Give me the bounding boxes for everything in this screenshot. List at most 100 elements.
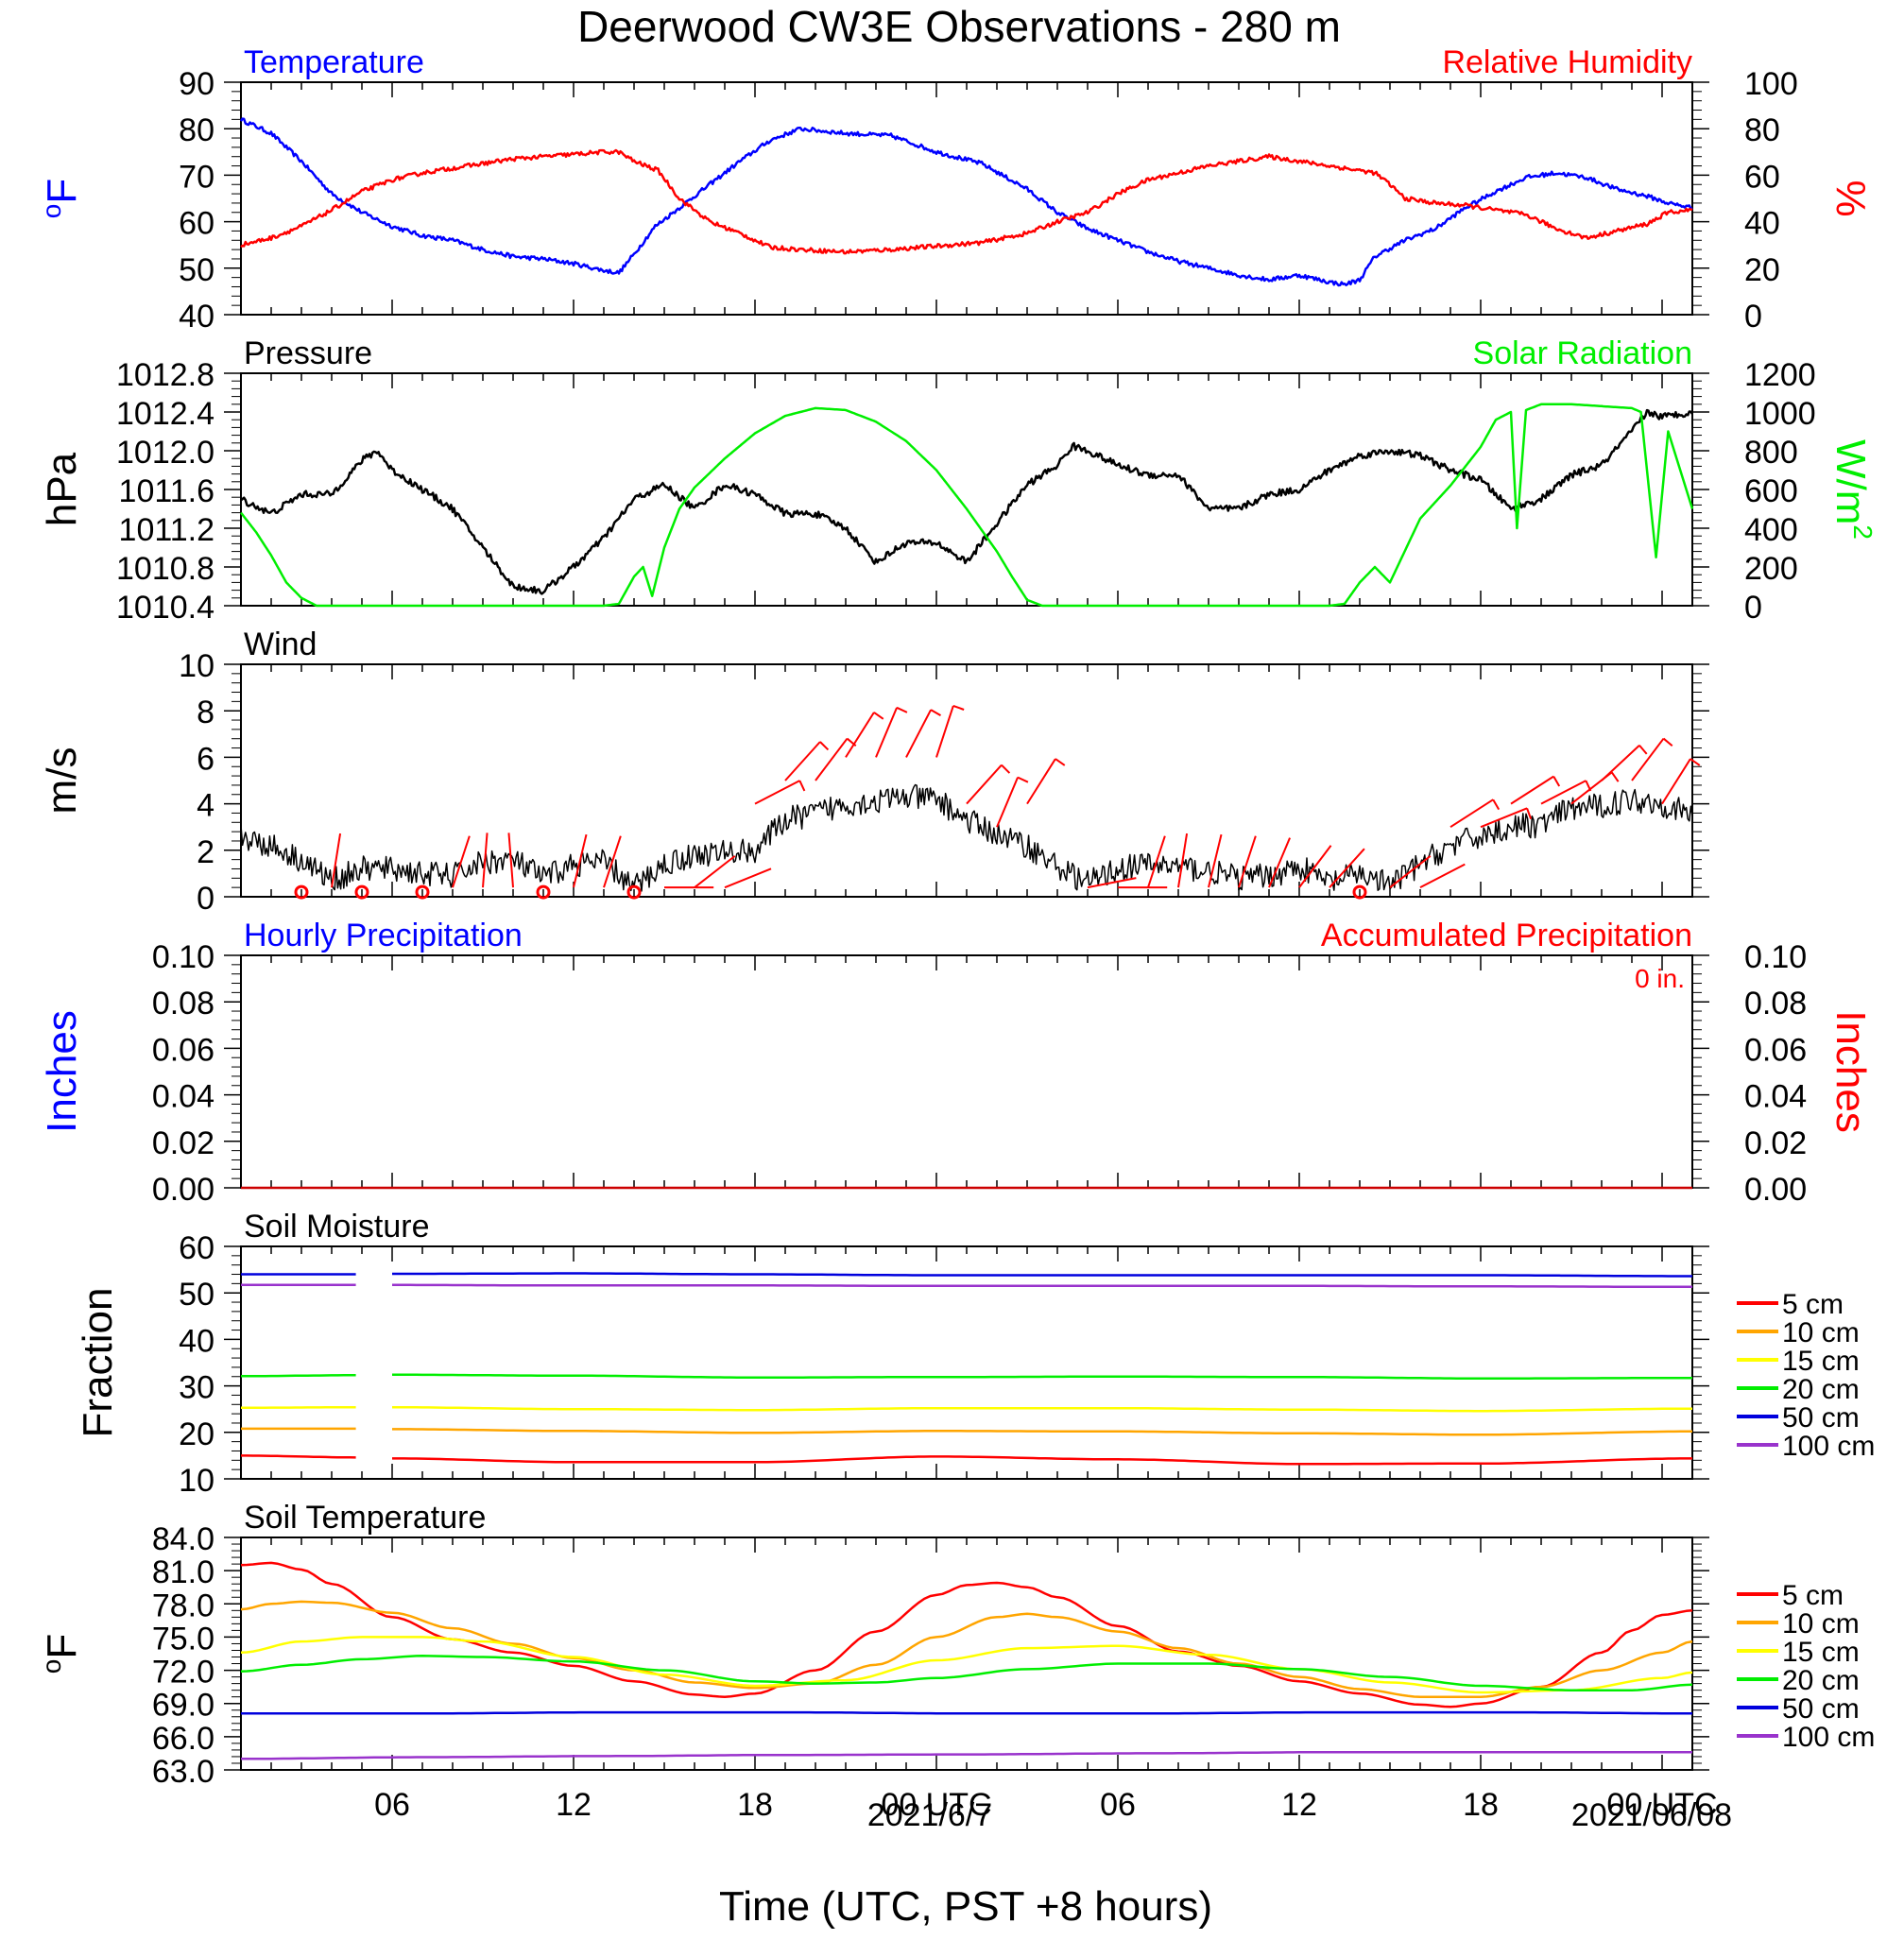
series-line-pressure (240, 408, 1694, 595)
wind-barb (1631, 737, 1665, 781)
y-axis-label-right: % (1827, 180, 1874, 216)
wind-barb (1329, 848, 1365, 888)
series-line-50cm (392, 1272, 1692, 1278)
wind-barb (996, 777, 1019, 828)
y-tick-label-left: 30 (179, 1370, 214, 1406)
wind-barb (1510, 775, 1554, 805)
wind-barb (331, 833, 342, 888)
y-tick-label-right: 20 (1744, 252, 1780, 288)
y-tick-label-left: 20 (179, 1416, 214, 1452)
wind-barb-flag (1492, 798, 1501, 811)
legend-label: 100 cm (1782, 1431, 1875, 1462)
y-tick-label-right: 40 (1744, 206, 1780, 242)
wind-barb (754, 780, 800, 805)
series-line-5cm (240, 1561, 1693, 1708)
wind-barb (1147, 835, 1166, 888)
wind-barb (875, 707, 898, 758)
series-line-solar (240, 403, 1694, 608)
y-tick-label-right: 200 (1744, 551, 1798, 587)
wind-barb (1540, 780, 1587, 805)
series-line-wind (240, 783, 1693, 892)
legend-label: 15 cm (1782, 1346, 1860, 1377)
series-line-humidity (240, 148, 1693, 255)
series-line-50cm (241, 1710, 1692, 1715)
y-tick-label-left: 72.0 (152, 1655, 214, 1691)
y-tick-label-left: 40 (179, 1323, 214, 1359)
y-tick-label-left: 1012.8 (116, 357, 214, 393)
y-axis-label-left: m/s (39, 747, 85, 815)
wind-barb-flag (798, 780, 806, 792)
x-tick-label: 06 (374, 1787, 410, 1823)
y-tick-label-left: 60 (179, 1230, 214, 1266)
y-tick-label-left: 50 (179, 1277, 214, 1313)
y-tick-label-left: 75.0 (152, 1621, 214, 1657)
calm-wind-marker (294, 884, 309, 900)
legend-label: 100 cm (1782, 1722, 1875, 1753)
x-tick-label: 00 UTC (1606, 1787, 1717, 1823)
wind-barb (694, 855, 736, 888)
wind-barb (1298, 845, 1332, 888)
legend-label: 50 cm (1782, 1402, 1860, 1434)
y-tick-label-left: 0.08 (152, 986, 214, 1022)
y-tick-label-left: 8 (197, 695, 214, 730)
y-tick-label-left: 0.02 (152, 1125, 214, 1161)
x-tick-label: 18 (1463, 1787, 1499, 1823)
y-tick-label-left: 6 (197, 741, 214, 777)
series-line-100cm (241, 1751, 1692, 1760)
series-line-15cm (240, 1636, 1693, 1694)
wind-barb (1268, 837, 1291, 888)
wind-barb-flag (930, 709, 941, 717)
y-axis-label-left: Fraction (75, 1288, 121, 1438)
panel-soil_moisture: 60 50 40 30 20 10 Soil Moisture Fraction 5 cm10 … (75, 1209, 1875, 1499)
panel-soil_temperature: 84.081.078.075.072.069.066.063.0 Soil Tem… (37, 1500, 1875, 1823)
panel-title-left: Pressure (244, 335, 372, 371)
y-tick-label-right: 0 (1744, 299, 1762, 335)
series-line-15cm (241, 1405, 356, 1409)
wind-barb (1419, 863, 1466, 889)
y-tick-label-left: 78.0 (152, 1588, 214, 1623)
series-line-10cm (392, 1428, 1692, 1436)
y-tick-label-left: 0.10 (152, 939, 214, 975)
y-tick-label-left: 69.0 (152, 1688, 214, 1724)
y-tick-label-right: 0.06 (1744, 1032, 1807, 1068)
wind-barb-flag (1552, 776, 1561, 787)
wind-barb (815, 737, 849, 781)
date-label-2: 2021/06/08 (1571, 1797, 1732, 1833)
y-tick-label-right: 60 (1744, 159, 1780, 195)
y-tick-label-right: 1000 (1744, 396, 1816, 432)
y-tick-label-left: 2 (197, 834, 214, 870)
wind-barb (482, 833, 489, 888)
calm-wind-marker (354, 884, 369, 900)
wind-barb (452, 835, 471, 888)
legend-label: 5 cm (1782, 1580, 1844, 1611)
y-tick-label-right: 800 (1744, 435, 1798, 471)
calm-wind-marker (536, 884, 551, 900)
y-tick-label-right: 600 (1744, 473, 1798, 509)
series-line-100cm (392, 1283, 1692, 1289)
series-line-15cm (392, 1405, 1692, 1413)
y-tick-label-left: 10 (179, 1463, 214, 1499)
x-tick-label: 06 (1100, 1787, 1136, 1823)
accumulated-precip-annotation: 0 in. (1635, 964, 1685, 993)
y-tick-label-left: 70 (179, 159, 214, 195)
y-axis-label-left: hPa (39, 452, 85, 526)
panel-title-left: Wind (244, 627, 317, 662)
series-line-20cm (392, 1373, 1692, 1380)
wind-barb-flag (873, 712, 884, 720)
wind-barb (1208, 833, 1223, 888)
wind-barb (1238, 835, 1257, 888)
wind-barb-flag (1690, 758, 1701, 766)
wind-barb (1661, 758, 1691, 805)
calm-wind-marker (1352, 884, 1367, 900)
series-line-10cm (240, 1600, 1693, 1698)
wind-barb (1389, 855, 1432, 888)
wind-barb (966, 764, 1003, 805)
legend-label: 10 cm (1782, 1317, 1860, 1348)
y-tick-label-left: 50 (179, 252, 214, 288)
y-tick-label-right: 0 (1744, 590, 1762, 626)
x-tick-label: 12 (556, 1787, 592, 1823)
y-tick-label-left: 1011.2 (119, 512, 214, 548)
wind-barb (573, 833, 588, 888)
wind-barb-flag (1526, 808, 1533, 819)
wind-barb (1177, 833, 1189, 888)
